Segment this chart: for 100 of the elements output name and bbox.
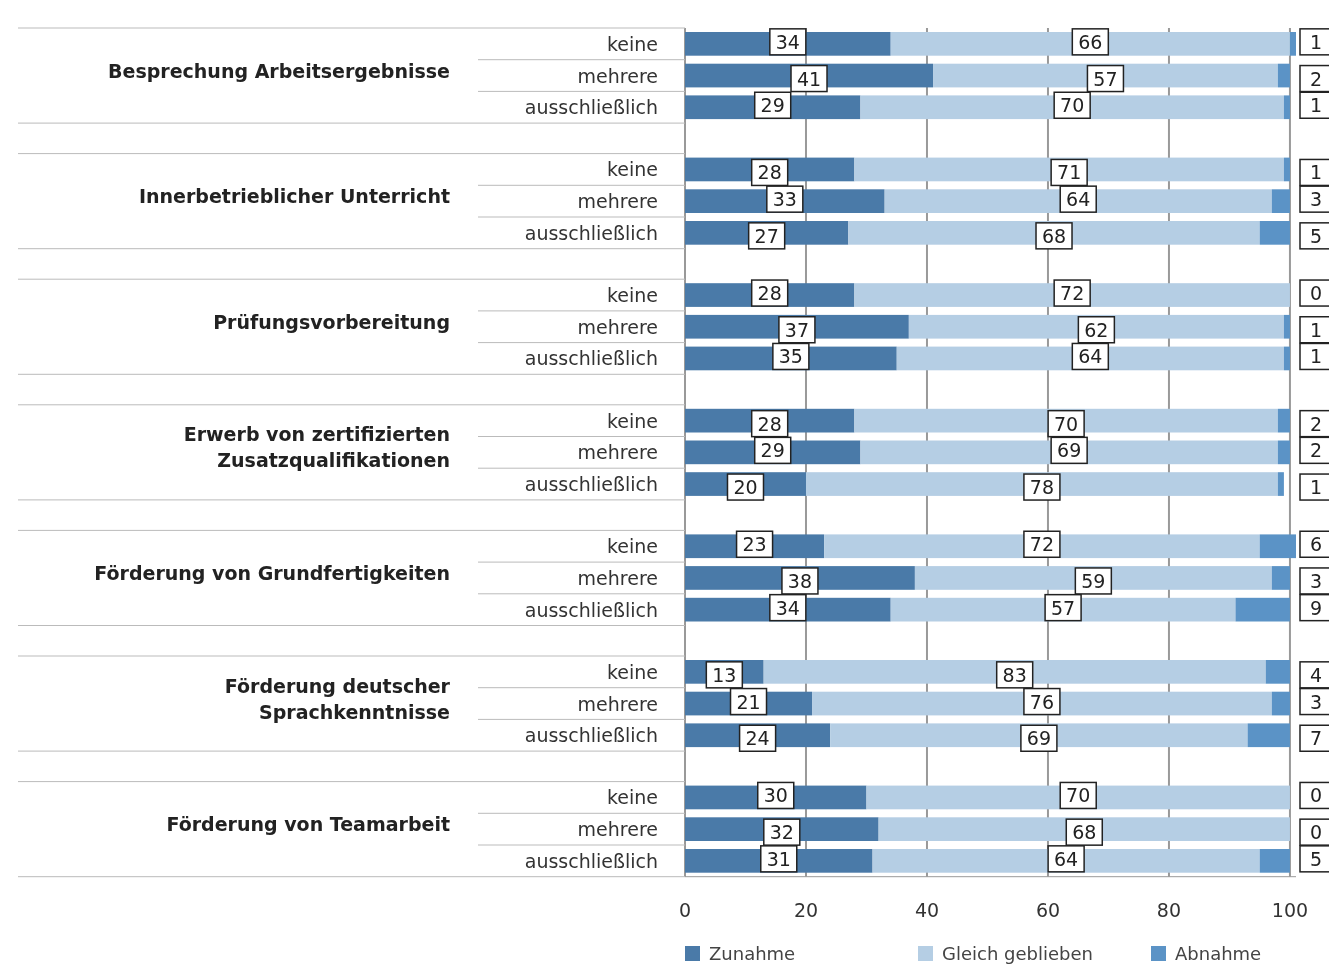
data-label: 38 <box>787 569 813 592</box>
data-label: 70 <box>1054 412 1079 435</box>
data-label: 0 <box>1309 282 1323 305</box>
data-label: 1 <box>1309 476 1323 499</box>
data-label: 68 <box>1072 821 1097 844</box>
y-tick-label: keine <box>606 158 658 181</box>
y-tick-label: ausschließlich <box>524 473 658 496</box>
data-label: 1 <box>1309 94 1323 117</box>
text: Besprechung Arbeitsergebnisse <box>108 59 450 82</box>
data-label: 41 <box>796 67 822 90</box>
data-label: 2 <box>1309 412 1323 435</box>
y-tick-label: mehrere <box>577 692 658 715</box>
data-label: 69 <box>1057 439 1082 462</box>
data-label: 70 <box>1066 784 1091 807</box>
data-label: 5 <box>1309 224 1323 247</box>
data-label: 33 <box>772 188 797 211</box>
y-tick-label: ausschließlich <box>524 598 658 621</box>
data-label: 68 <box>1041 224 1067 247</box>
text: Förderung von Teamarbeit <box>166 813 450 836</box>
data-label: 23 <box>742 533 767 556</box>
data-label: 2 <box>1309 67 1323 90</box>
y-tick-label: ausschließlich <box>524 96 658 119</box>
data-label: 13 <box>712 663 737 686</box>
legend-label: Zunahme <box>709 943 796 964</box>
data-label: 20 <box>733 476 758 499</box>
data-label: 64 <box>1078 345 1103 368</box>
y-tick-label: keine <box>606 32 658 55</box>
data-label: 57 <box>1051 596 1076 619</box>
y-tick-label: mehrere <box>577 818 658 841</box>
y-tick-label: keine <box>606 535 658 558</box>
y-tick-label: mehrere <box>577 441 658 464</box>
data-label: 1 <box>1309 345 1323 368</box>
data-label: 34 <box>775 30 800 53</box>
legend-label: Abnahme <box>1175 943 1262 964</box>
data-label: 59 <box>1081 569 1106 592</box>
y-tick-label: mehrere <box>577 190 658 213</box>
data-label: 3 <box>1309 188 1323 211</box>
y-tick-label: mehrere <box>577 566 658 589</box>
data-label: 57 <box>1093 67 1118 90</box>
x-tick-label: 20 <box>793 898 819 921</box>
data-label: 78 <box>1029 476 1055 499</box>
data-label: 0 <box>1309 821 1323 844</box>
data-label: 31 <box>766 847 791 870</box>
data-label: 1 <box>1309 318 1323 341</box>
data-label: 30 <box>763 784 788 807</box>
data-label: 1 <box>1309 161 1323 184</box>
data-label: 4 <box>1309 663 1323 686</box>
text: Prüfungsvorbereitung <box>213 310 450 333</box>
data-label: 72 <box>1029 533 1055 556</box>
data-label: 3 <box>1309 690 1323 713</box>
data-label: 7 <box>1309 727 1323 750</box>
text: Innerbetrieblicher Unterricht <box>138 185 450 208</box>
data-label: 83 <box>1002 663 1027 686</box>
text: Erwerb von zertifizierten Zusatzqualifikationen <box>183 423 450 472</box>
data-label: 27 <box>754 224 779 247</box>
data-label: 21 <box>736 690 761 713</box>
data-label: 71 <box>1057 161 1082 184</box>
data-label: 64 <box>1066 188 1091 211</box>
data-label: 28 <box>757 412 782 435</box>
legend-label: Gleich geblieben <box>942 943 1093 964</box>
data-label: 6 <box>1309 533 1323 556</box>
y-tick-label: ausschließlich <box>524 849 658 872</box>
data-label: 29 <box>760 94 785 117</box>
x-tick-label: 0 <box>678 898 692 921</box>
data-label: 37 <box>784 318 810 341</box>
y-tick-label: ausschließlich <box>524 221 658 244</box>
data-label: 32 <box>769 821 794 844</box>
x-tick-label: 80 <box>1156 898 1182 921</box>
x-tick-label: 60 <box>1035 898 1061 921</box>
y-tick-label: mehrere <box>577 64 658 87</box>
x-tick-label: 100 <box>1271 898 1309 921</box>
text: Förderung von Grundfertigkeiten <box>94 561 450 584</box>
data-label: 69 <box>1026 727 1051 750</box>
data-label: 62 <box>1084 318 1109 341</box>
data-label: 0 <box>1309 784 1323 807</box>
data-label: 70 <box>1060 94 1085 117</box>
data-label: 9 <box>1309 596 1323 619</box>
data-label: 34 <box>775 596 800 619</box>
data-label: 24 <box>745 727 770 750</box>
data-label: 28 <box>757 161 782 184</box>
data-label: 3 <box>1309 569 1323 592</box>
x-tick-label: 40 <box>914 898 940 921</box>
data-label: 29 <box>760 439 785 462</box>
y-tick-label: keine <box>606 786 658 809</box>
data-label: 35 <box>778 345 803 368</box>
data-label: 66 <box>1078 30 1103 53</box>
data-label: 76 <box>1029 690 1055 713</box>
data-label: 1 <box>1309 30 1323 53</box>
y-tick-label: keine <box>606 284 658 307</box>
y-tick-label: ausschließlich <box>524 347 658 370</box>
data-label: 2 <box>1309 439 1323 462</box>
y-tick-label: mehrere <box>577 315 658 338</box>
text: Förderung deutscher Sprachkenntnisse <box>224 674 451 723</box>
data-label: 28 <box>757 282 782 305</box>
data-label: 64 <box>1054 847 1079 870</box>
data-label: 72 <box>1060 282 1085 305</box>
y-tick-label: keine <box>606 660 658 683</box>
data-label: 5 <box>1309 847 1323 870</box>
y-tick-label: keine <box>606 409 658 432</box>
y-tick-label: ausschließlich <box>524 724 658 747</box>
